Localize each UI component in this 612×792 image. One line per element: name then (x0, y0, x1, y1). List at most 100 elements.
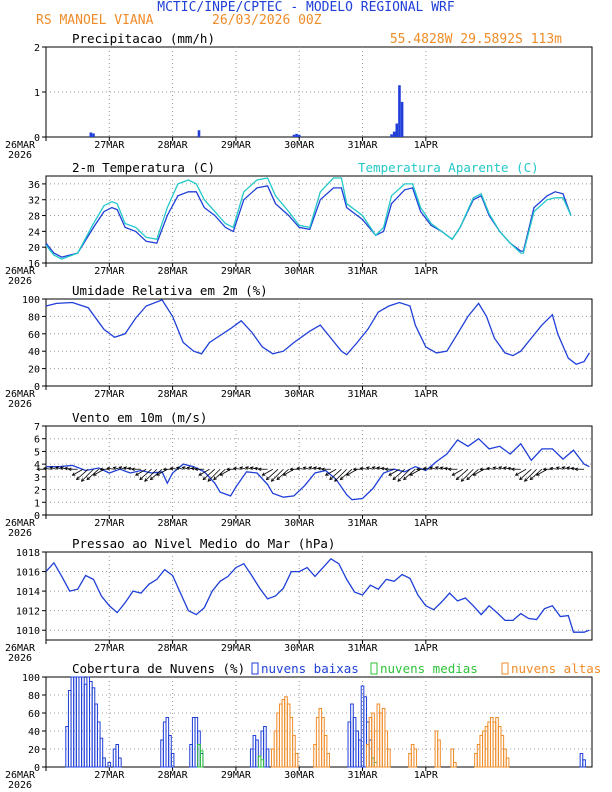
temp-ytick-label: 28 (28, 212, 40, 223)
precip-bar (197, 130, 201, 137)
wind-arrow-head (466, 476, 470, 481)
pmsl-ytick-label: 1014 (16, 587, 40, 598)
rh-xtick-label: 30MAR (284, 389, 315, 400)
wind-arrow-head (524, 478, 528, 482)
precip-xtick-label: 27MAR (94, 140, 125, 151)
station-name: RS MANOEL VIANA (36, 13, 154, 28)
wind-arrow-head (80, 478, 85, 482)
wind-arrow-head (308, 466, 313, 470)
clouds-panel: 0 20 40 60 80 100 Cobertura de Nuvens (%) 26MAR… (5, 661, 601, 791)
wind-arrow (262, 468, 274, 476)
wind-arrow (334, 468, 347, 482)
clouds-series-0-bar (263, 726, 267, 768)
precip-title: Precipitacao (mm/h) (72, 31, 215, 46)
wind-arrow-head (99, 467, 104, 472)
wind-arrow-head (514, 472, 519, 476)
rh-series-0-line (45, 299, 590, 366)
clouds-series-2-bar (413, 748, 418, 768)
wind-arrow (296, 467, 305, 470)
clouds-ytick-label: 40 (28, 727, 40, 738)
wind-ytick-label: 6 (34, 435, 40, 446)
pmsl-ytick-label: 1016 (16, 568, 40, 579)
wind-arrow (340, 468, 353, 480)
wind-arrow-head (131, 467, 135, 472)
wind-arrow (372, 466, 379, 470)
wind-arrow-head (542, 467, 547, 472)
wind-arrow (456, 468, 469, 480)
precip-panel: 0 1 2 Precipitacao (mm/h) 26MAR 27MAR 28MAR 29M… (5, 31, 593, 161)
wind-arrow-head (213, 476, 217, 481)
wind-arrow (50, 467, 57, 470)
clouds-legend-swatch-1 (370, 662, 378, 675)
pmsl-ytick-label: 1012 (16, 607, 40, 618)
wind-arrow-head (380, 466, 385, 471)
temp-ytick-label: 36 (28, 180, 40, 191)
wind-arrow-head (570, 466, 575, 471)
clouds-series-2-bar (505, 757, 510, 768)
pmsl-xtick-label: 31MAR (347, 643, 378, 654)
rh-ytick-label: 80 (28, 312, 40, 323)
pmsl-series-0-line (45, 557, 590, 633)
clouds-ytick-label: 0 (34, 763, 40, 774)
wind-arrow (524, 468, 537, 482)
clouds-series-0-bar (265, 748, 270, 768)
wind-arrow-head (479, 467, 483, 472)
clouds-series-2-bar (437, 739, 441, 768)
temp-ytick-label: 20 (28, 243, 40, 254)
wind-arrow (392, 468, 405, 480)
clouds-series-0-bar (107, 762, 112, 768)
rh-ytick-label: 60 (28, 330, 40, 341)
wind-arrow-head (162, 467, 167, 472)
wind-arrow-head (486, 466, 490, 471)
wind-year-label: 2026 (8, 528, 32, 539)
wind-ytick-label: 0 (34, 511, 40, 522)
wind-arrow (530, 468, 543, 480)
wind-arrow-head (503, 466, 507, 470)
wind-arrow-head (519, 476, 523, 481)
wind-arrow (423, 467, 432, 470)
wind-arrow (303, 467, 310, 470)
wind-arrow-head (55, 466, 59, 470)
precip-bar (398, 85, 401, 137)
wind-arrow (366, 467, 374, 470)
wind-arrow-head (415, 467, 420, 472)
clouds-series-0-bar (168, 735, 172, 768)
rh-year-label: 2026 (8, 399, 32, 410)
wind-arrow-head (71, 472, 76, 476)
wind-arrow (239, 467, 247, 470)
run-date: 26/03/2026 00Z (212, 13, 322, 28)
clouds-series-2-bar (326, 753, 331, 768)
wind-arrow (388, 468, 400, 476)
rh-xtick-label: 29MAR (221, 389, 252, 400)
wind-arrows (36, 466, 585, 482)
pmsl-ytick-label: 1010 (16, 626, 40, 637)
wind-arrow (266, 468, 279, 480)
wind-arrow-head (181, 466, 186, 470)
wind-arrow-head (549, 466, 554, 471)
clouds-legend-swatch-2 (501, 662, 509, 675)
wind-arrow-head (529, 476, 534, 481)
wind-arrow (515, 468, 527, 476)
wind-arrow-head (257, 467, 262, 472)
wind-arrow-head (265, 476, 270, 481)
wind-arrow-head (67, 467, 72, 472)
wind-arrow-head (139, 476, 143, 481)
wind-arrow-head (49, 466, 54, 470)
pmsl-xtick-label: 29MAR (221, 643, 252, 654)
clouds-ytick-label: 80 (28, 691, 40, 702)
wind-arrow-head (434, 466, 439, 470)
wind-arrow-head (118, 466, 123, 470)
precip-ytick-label: 1 (34, 88, 40, 99)
wind-arrow-head (324, 472, 329, 476)
wind-ytick-label: 7 (34, 422, 40, 433)
precip-bar (92, 133, 95, 137)
precip-bar (89, 132, 93, 137)
wind-arrow-head (334, 478, 338, 482)
clouds-xtick-label: 1APR (414, 770, 439, 781)
wind-arrow (43, 467, 52, 470)
clouds-legend-swatch-0 (251, 662, 259, 675)
wind-arrow (493, 467, 500, 470)
clouds-series-0-bar (102, 757, 106, 768)
wind-arrow-head (296, 466, 300, 471)
